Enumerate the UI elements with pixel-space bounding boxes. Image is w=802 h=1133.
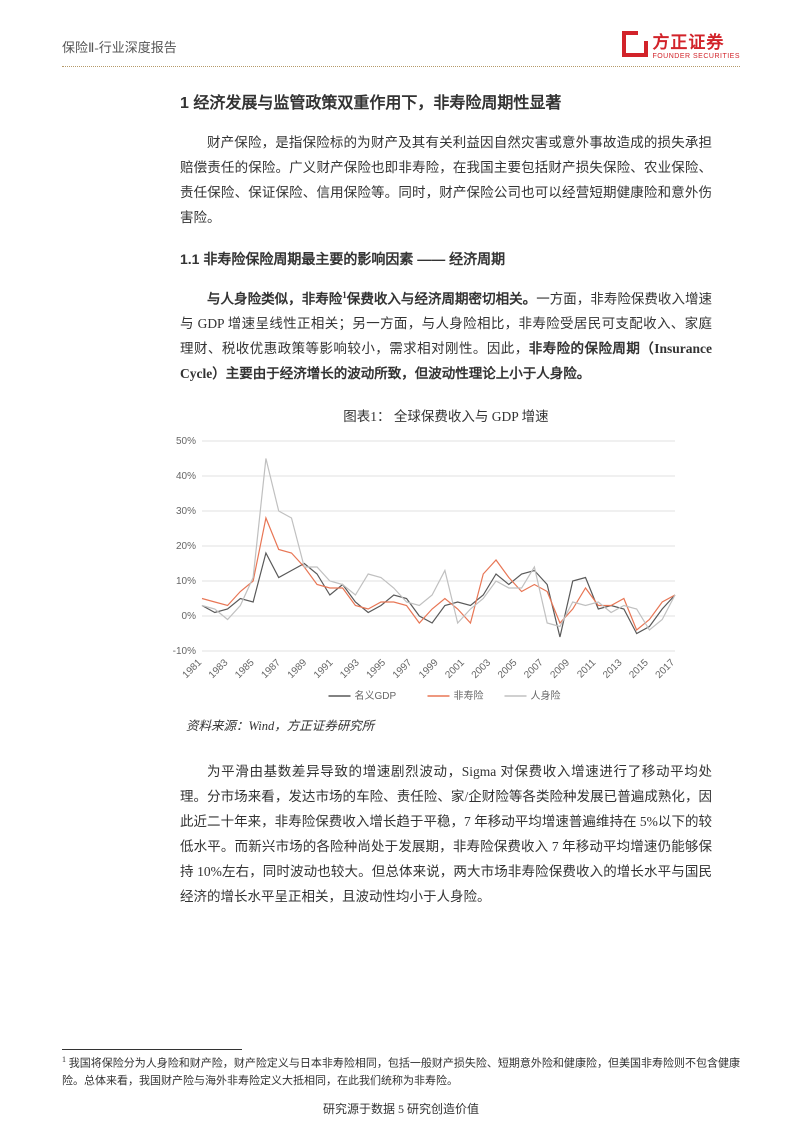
svg-text:1985: 1985 [233,657,257,681]
company-logo: 方正证券 FOUNDER SECURITIES [622,28,740,60]
svg-text:1989: 1989 [286,657,310,681]
logo-text-en: FOUNDER SECURITIES [652,53,740,60]
svg-text:2013: 2013 [601,657,625,681]
paragraph-1: 财产保险，是指保险标的为财产及其有关利益因自然灾害或意外事故造成的损失承担赔偿责… [180,131,712,231]
svg-text:1999: 1999 [417,657,441,681]
section-heading-1: 1 经济发展与监管政策双重作用下，非寿险周期性显著 [180,89,712,113]
chart-source: 资料来源：Wind，方正证券研究所 [180,715,712,734]
svg-text:人身险: 人身险 [531,689,561,702]
footnote-1: 1 我国将保险分为人身险和财产险，财产险定义与日本非寿险相同，包括一般财产损失险… [0,1050,802,1091]
report-category: 保险Ⅱ-行业深度报告 [62,37,177,60]
page-footer: 研究源于数据 5 研究创造价值 [0,1100,802,1117]
svg-text:2005: 2005 [496,657,520,681]
svg-text:2009: 2009 [548,657,572,681]
svg-text:1983: 1983 [207,657,231,681]
svg-text:40%: 40% [176,471,196,482]
svg-text:名义GDP: 名义GDP [355,689,397,702]
svg-text:2001: 2001 [443,657,467,681]
logo-text-cn: 方正证券 [652,28,740,53]
svg-text:非寿险: 非寿险 [454,689,484,702]
svg-text:20%: 20% [176,541,196,552]
svg-text:-10%: -10% [173,646,196,657]
svg-text:0%: 0% [182,611,197,622]
svg-text:2007: 2007 [522,657,546,681]
footnote-area: 1 我国将保险分为人身险和财产险，财产险定义与日本非寿险相同，包括一般财产损失险… [0,1049,802,1091]
svg-text:50%: 50% [176,436,196,447]
svg-text:1993: 1993 [338,657,362,681]
svg-text:2017: 2017 [654,657,678,681]
svg-text:1991: 1991 [312,657,336,681]
line-chart: -10% 0% 10% 20% 30% 40% 50% 1981198319851987198… [160,431,712,711]
svg-text:2003: 2003 [470,657,494,681]
chart-svg: -10% 0% 10% 20% 30% 40% 50% 1981198319851987198… [160,431,685,706]
svg-text:2011: 2011 [575,657,598,680]
svg-text:1981: 1981 [181,657,205,681]
page-header: 保险Ⅱ-行业深度报告 方正证券 FOUNDER SECURITIES [0,0,802,64]
logo-icon [622,31,648,57]
paragraph-2: 与人身险类似，非寿险1保费收入与经济周期密切相关。一方面，非寿险保费收入增速与 … [180,287,712,387]
section-heading-1-1: 1.1 非寿险保险周期最主要的影响因素 —— 经济周期 [180,249,712,269]
svg-text:30%: 30% [176,506,196,517]
paragraph-3: 为平滑由基数差异导致的增速剧烈波动，Sigma 对保费收入增速进行了移动平均处理… [180,760,712,910]
svg-text:10%: 10% [176,576,196,587]
svg-text:1987: 1987 [259,657,283,681]
chart-title: 图表1： 全球保费收入与 GDP 增速 [180,405,712,425]
main-content: 1 经济发展与监管政策双重作用下，非寿险周期性显著 财产保险，是指保险标的为财产… [0,67,802,910]
svg-text:1997: 1997 [391,657,415,681]
svg-text:1995: 1995 [365,657,389,681]
svg-text:2015: 2015 [627,657,651,681]
